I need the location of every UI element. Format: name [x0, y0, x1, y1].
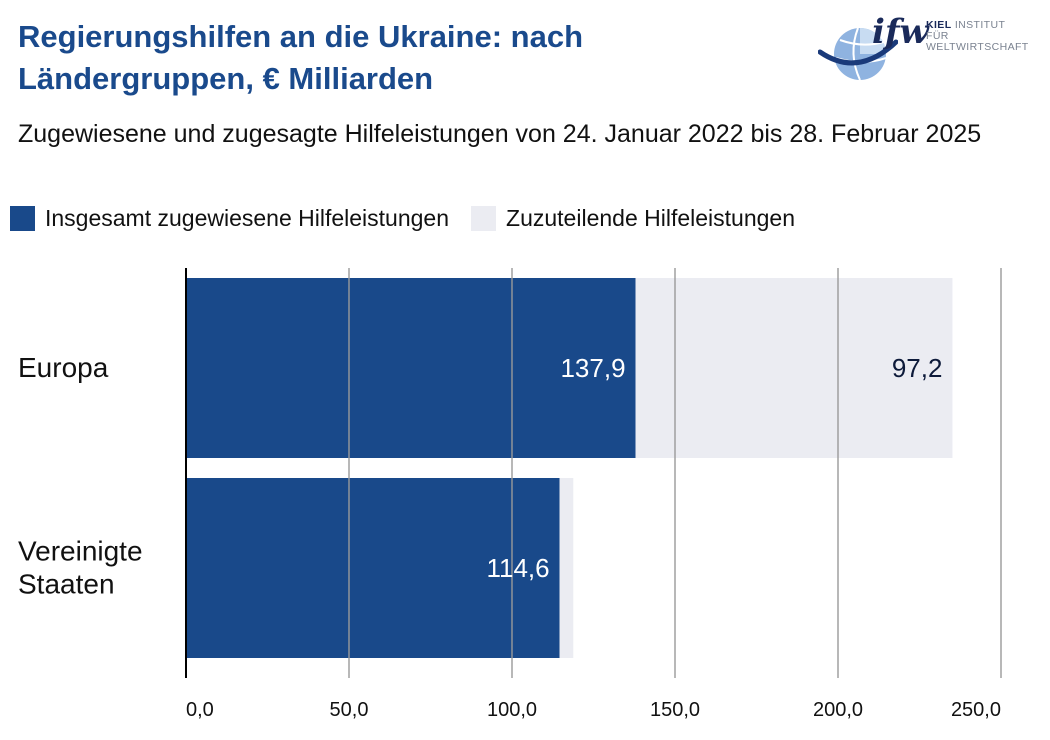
globe-icon: [818, 27, 898, 81]
x-tick-label-1: 50,0: [330, 699, 369, 721]
category-label-line: Staaten: [18, 569, 115, 600]
legend-item-pending: Zuzuteilende Hilfeleistungen: [471, 205, 795, 232]
x-tick-label-2: 100,0: [487, 699, 537, 721]
legend-label-allocated: Insgesamt zugewiesene Hilfeleistungen: [45, 204, 450, 231]
logo-institute-name: KIEL INSTITUT FÜR WELTWIRTSCHAFT: [926, 20, 1029, 53]
ifw-logo: ifw KIEL INSTITUT FÜR WELTWIRTSCHAFT: [818, 12, 1028, 88]
bar-chart: 137,9 97,2 Europa 114,6 Vereinigte Staaten 0,0…: [18, 268, 1002, 721]
chart-subtitle: Zugewiesene und zugesagte Hilfeleistunge…: [18, 120, 982, 148]
category-label-0: Europa: [18, 352, 109, 383]
logo-mark: ifw: [872, 12, 929, 52]
legend: Insgesamt zugewiesene Hilfeleistungen Zu…: [10, 203, 817, 233]
category-label-line: Europa: [18, 352, 109, 383]
x-tick-label-4: 200,0: [813, 699, 863, 721]
bar-pending-0: [635, 278, 953, 458]
bar-pending-1: [559, 478, 574, 658]
legend-swatch-pending: [471, 205, 497, 231]
logo-name-bold: KIEL: [926, 19, 952, 31]
legend-label-pending: Zuzuteilende Hilfeleistungen: [506, 204, 795, 231]
bar-allocated-0: [186, 278, 636, 458]
chart-title: Regierungshilfen an die Ukraine: nach Lä…: [18, 19, 584, 96]
x-tick-label-5: 250,0: [951, 699, 1001, 721]
x-tick-label-3: 150,0: [650, 699, 700, 721]
category-label-line: Vereinigte: [18, 536, 143, 567]
legend-swatch-allocated: [10, 205, 35, 231]
value-label-pending-0: 97,2: [892, 353, 943, 383]
logo-name-rest: INSTITUT FÜR: [926, 19, 1006, 42]
category-label-1: Vereinigte Staaten: [18, 536, 143, 600]
x-tick-label-0: 0,0: [186, 699, 214, 721]
value-label-allocated-0: 137,9: [560, 353, 625, 383]
value-label-allocated-1: 114,6: [486, 553, 549, 583]
bar-allocated-1: [186, 478, 560, 658]
logo-name-line2: WELTWIRTSCHAFT: [926, 41, 1029, 53]
legend-item-allocated: Insgesamt zugewiesene Hilfeleistungen: [10, 205, 449, 232]
